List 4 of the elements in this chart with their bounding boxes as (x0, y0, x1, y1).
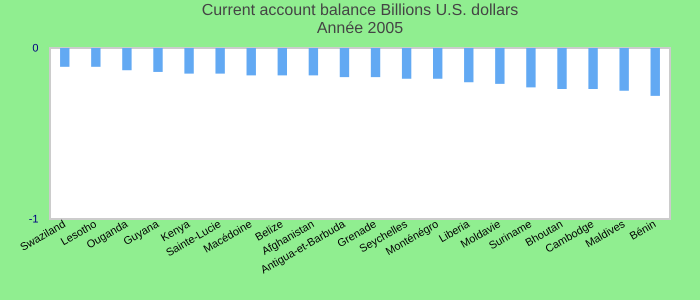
x-tick-label: Bénin (628, 218, 658, 243)
y-tick-label: 0 (32, 42, 38, 54)
text: Année 2005 (316, 20, 404, 37)
text: Current account balance Billions U.S. dollars (202, 2, 518, 19)
